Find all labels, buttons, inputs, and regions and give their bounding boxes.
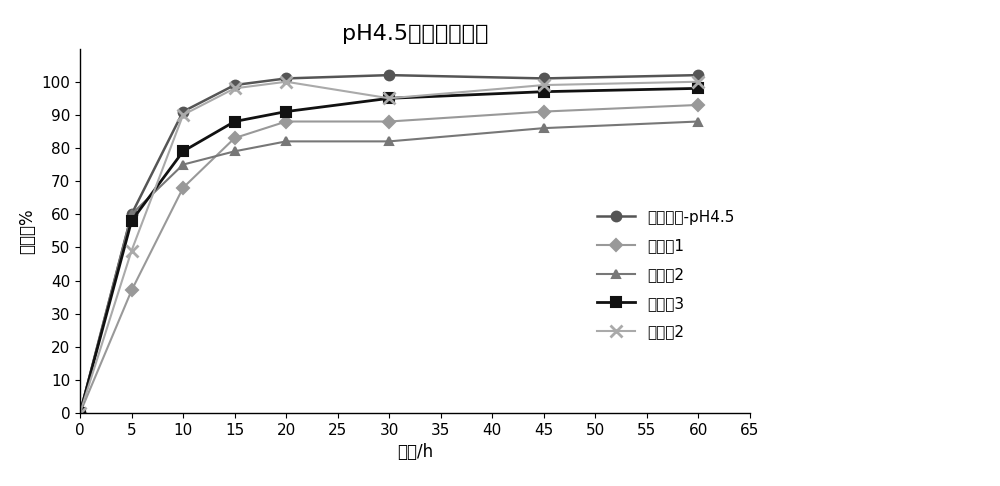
对比例2 [126,211,138,217]
实施例2 [280,79,292,85]
参比制剂-pH4.5 [126,211,138,217]
Line: 对比例1: 对比例1 [76,101,703,417]
Legend: 参比制剂-pH4.5, 对比例1, 对比例2, 对比例3, 实施例2: 参比制剂-pH4.5, 对比例1, 对比例2, 对比例3, 实施例2 [589,202,742,347]
对比例1 [538,109,550,115]
Title: pH4.5介质溢出曲线: pH4.5介质溢出曲线 [342,24,488,44]
参比制剂-pH4.5 [692,72,704,78]
对比例1 [280,119,292,124]
实施例2 [383,95,395,101]
参比制剂-pH4.5 [229,82,241,88]
参比制剂-pH4.5 [74,410,86,416]
实施例2 [692,79,704,85]
参比制剂-pH4.5 [177,109,189,115]
X-axis label: 时间/h: 时间/h [397,443,433,461]
实施例2 [538,82,550,88]
对比例3 [538,89,550,95]
对比例1 [177,185,189,191]
实施例2 [126,248,138,254]
对比例1 [229,135,241,141]
对比例1 [383,119,395,124]
对比例3 [280,109,292,115]
对比例3 [177,148,189,154]
对比例2 [692,119,704,124]
参比制剂-pH4.5 [280,75,292,81]
参比制剂-pH4.5 [538,75,550,81]
实施例2 [177,112,189,118]
实施例2 [229,86,241,91]
对比例2 [383,139,395,144]
参比制剂-pH4.5 [383,72,395,78]
对比例2 [74,410,86,416]
对比例3 [229,119,241,124]
对比例3 [126,218,138,224]
对比例3 [692,86,704,91]
对比例2 [280,139,292,144]
Line: 对比例3: 对比例3 [75,84,703,418]
Line: 实施例2: 实施例2 [74,76,704,418]
Line: 对比例2: 对比例2 [76,117,703,417]
对比例1 [126,288,138,294]
对比例3 [383,95,395,101]
对比例2 [229,148,241,154]
对比例2 [177,162,189,168]
实施例2 [74,410,86,416]
Line: 参比制剂-pH4.5: 参比制剂-pH4.5 [75,70,703,418]
Y-axis label: 释放度%: 释放度% [18,208,36,254]
对比例2 [538,125,550,131]
对比例1 [74,410,86,416]
对比例1 [692,102,704,108]
对比例3 [74,410,86,416]
